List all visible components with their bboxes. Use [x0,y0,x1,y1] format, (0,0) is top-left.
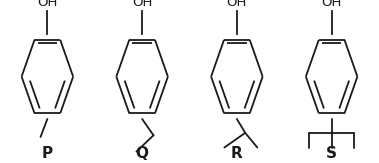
Text: OH: OH [321,0,342,9]
Text: R: R [231,146,243,161]
Text: OH: OH [227,0,247,9]
Text: OH: OH [132,0,152,9]
Text: Q: Q [136,146,149,161]
Text: OH: OH [37,0,58,9]
Text: S: S [326,146,337,161]
Text: P: P [42,146,53,161]
